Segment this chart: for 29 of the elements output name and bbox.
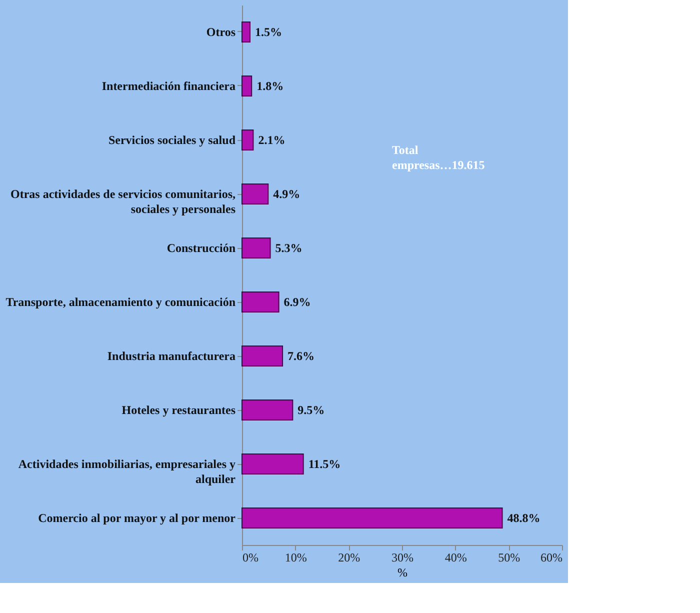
- x-axis-title: %: [398, 566, 408, 580]
- y-tick-label: Construcción: [166, 241, 236, 255]
- data-label: 6.9%: [284, 295, 311, 309]
- x-tick-label: 50%: [498, 550, 520, 564]
- x-tick-label: 40%: [444, 550, 467, 564]
- data-label: 1.8%: [256, 79, 284, 93]
- x-tick-label: 60%: [540, 550, 562, 564]
- y-tick-label: Intermediación financiera: [102, 79, 236, 93]
- data-label: 9.5%: [298, 403, 325, 417]
- x-tick-label: 0%: [242, 550, 258, 564]
- y-tick-label: Comercio al por mayor y al por menor: [38, 511, 236, 525]
- data-label: 11.5%: [308, 457, 341, 471]
- y-tick-label: Servicios sociales y salud: [108, 133, 236, 147]
- y-tick-label: Industria manufacturera: [107, 349, 236, 363]
- y-tick-label: Otros: [206, 25, 236, 39]
- annotation: Total empresas…19.615: [392, 143, 485, 172]
- y-tick-label: Actividades inmobiliarias, empresariales y alquiler: [18, 457, 236, 486]
- data-label: 48.8%: [507, 511, 540, 525]
- y-tick-label: Transporte, almacenamiento y comunicación: [6, 295, 236, 309]
- data-label: 2.1%: [258, 133, 286, 147]
- x-tick-label: 10%: [284, 550, 307, 564]
- y-tick-label: Hoteles y restaurantes: [122, 403, 236, 417]
- data-label: 7.6%: [288, 349, 315, 363]
- y-tick-label: Otras actividades de servicios comunitarios, sociales y personales: [10, 187, 236, 216]
- x-tick-label: 20%: [338, 550, 360, 564]
- data-label: 1.5%: [255, 25, 282, 39]
- x-tick-label: 30%: [392, 550, 414, 564]
- data-label: 4.9%: [273, 187, 300, 201]
- data-label: 5.3%: [275, 241, 302, 255]
